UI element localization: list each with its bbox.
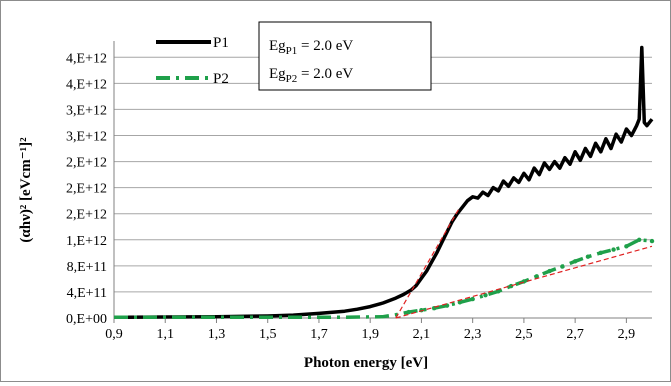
data-point-p2 bbox=[572, 259, 578, 264]
x-tick-label: 1,5 bbox=[259, 327, 277, 342]
band-gap-annotation: EgP1 = 2.0 eV EgP2 = 2.0 eV bbox=[258, 21, 432, 91]
x-tick-label: 1,9 bbox=[361, 327, 379, 342]
annotation-line-1: EgP1 = 2.0 eV bbox=[269, 38, 353, 57]
legend-label-p1: P1 bbox=[213, 35, 229, 51]
annotation-line-2: EgP2 = 2.0 eV bbox=[269, 66, 353, 85]
data-point-p2 bbox=[649, 238, 655, 244]
y-tick-label: 0,E+00 bbox=[66, 312, 107, 327]
data-point-p2 bbox=[560, 264, 565, 269]
series-group bbox=[113, 45, 655, 320]
y-tick-label: 4,E+12 bbox=[66, 77, 107, 92]
y-tick-label: 3,E+12 bbox=[66, 103, 107, 118]
y-tick-label: 1,E+12 bbox=[66, 234, 107, 249]
fit-lines bbox=[395, 206, 653, 319]
x-tick-label: 1,3 bbox=[208, 327, 226, 342]
legend: P1 P2 bbox=[156, 35, 229, 87]
data-point-p2 bbox=[611, 247, 616, 252]
x-tick-labels: 0,9 1,1 1,3 1,5 1,7 1,9 2,1 2,3 2,5 2,7 2,9 bbox=[105, 327, 635, 342]
fit-line-1 bbox=[395, 206, 461, 319]
x-tick-label: 2,3 bbox=[464, 327, 482, 342]
x-tick-label: 0,9 bbox=[105, 327, 123, 342]
y-tick-label: 3,E+12 bbox=[66, 130, 107, 145]
x-tick-label: 1,7 bbox=[310, 327, 328, 342]
x-tick-label: 2,1 bbox=[413, 327, 431, 342]
data-point-p2 bbox=[585, 254, 591, 259]
series-line-p2 bbox=[114, 238, 653, 320]
data-point-p2 bbox=[598, 250, 603, 256]
y-axis-title: (αhν)² [eVcm⁻¹]² bbox=[18, 137, 34, 243]
y-tick-label: 2,E+12 bbox=[66, 182, 107, 197]
gridlines bbox=[114, 56, 652, 319]
x-tick-label: 2,9 bbox=[618, 327, 636, 342]
x-tick-label: 2,5 bbox=[515, 327, 533, 342]
x-axis-title: Photon energy [eV] bbox=[304, 355, 428, 371]
y-tick-label: 4,E+11 bbox=[67, 286, 107, 301]
data-point-p2 bbox=[406, 309, 411, 315]
data-point-p2 bbox=[636, 237, 642, 242]
data-point-p2 bbox=[547, 268, 552, 274]
y-tick-label: 4,E+12 bbox=[66, 51, 107, 66]
data-point-p2 bbox=[534, 274, 539, 279]
data-point-p2 bbox=[483, 292, 488, 298]
legend-label-p2: P2 bbox=[213, 71, 229, 87]
data-point-p2 bbox=[624, 244, 629, 249]
fit-line-2 bbox=[395, 245, 653, 319]
x-tick-label: 1,1 bbox=[156, 327, 174, 342]
y-tick-label: 2,E+12 bbox=[66, 156, 107, 171]
y-tick-labels: 0,E+00 4,E+11 8,E+11 1,E+12 2,E+12 2,E+12 2,E+… bbox=[66, 51, 107, 327]
x-tick-label: 2,7 bbox=[566, 327, 584, 342]
y-tick-label: 8,E+11 bbox=[67, 260, 107, 275]
annotation-box bbox=[258, 21, 432, 91]
data-point-p2 bbox=[508, 283, 514, 289]
data-point-p2 bbox=[457, 300, 463, 305]
series-line-p1 bbox=[113, 45, 654, 320]
y-tick-label: 2,E+12 bbox=[66, 208, 107, 223]
data-point-p2 bbox=[470, 296, 475, 302]
